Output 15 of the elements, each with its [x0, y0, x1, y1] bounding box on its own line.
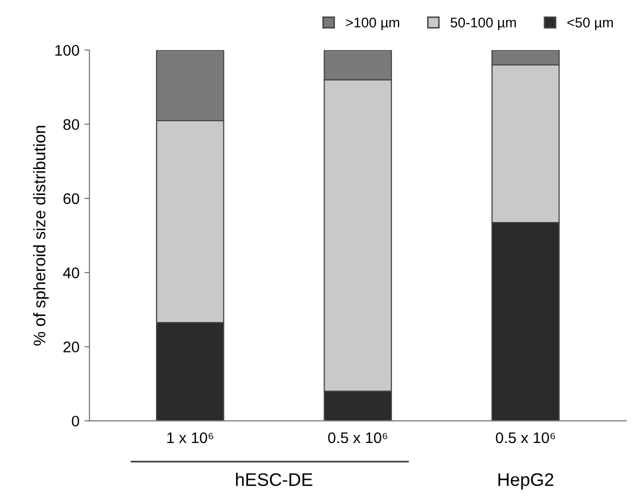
y-axis-title: % of spheroid size distribution	[33, 126, 49, 346]
legend-label: >100 µm	[346, 18, 400, 30]
legend-label: <50 µm	[567, 18, 613, 30]
y-tick-label: 0	[72, 416, 80, 427]
text: HepG2	[498, 473, 554, 490]
y-tick-label: 100	[55, 44, 80, 56]
y-tick-label: 40	[63, 267, 80, 278]
x-tick-label: 0.5 x 10⁶	[496, 432, 555, 444]
y-tick-label: 20	[64, 342, 80, 352]
text: hESC-DE	[236, 472, 312, 486]
x-tick-label: 0.5 x 10⁶	[328, 432, 388, 444]
y-tick-label: 60	[64, 193, 80, 204]
legend-label: 50-100 µm	[450, 18, 516, 30]
x-tick-label: 1 x 10⁶	[167, 432, 214, 444]
y-tick-label: 80	[63, 119, 80, 130]
